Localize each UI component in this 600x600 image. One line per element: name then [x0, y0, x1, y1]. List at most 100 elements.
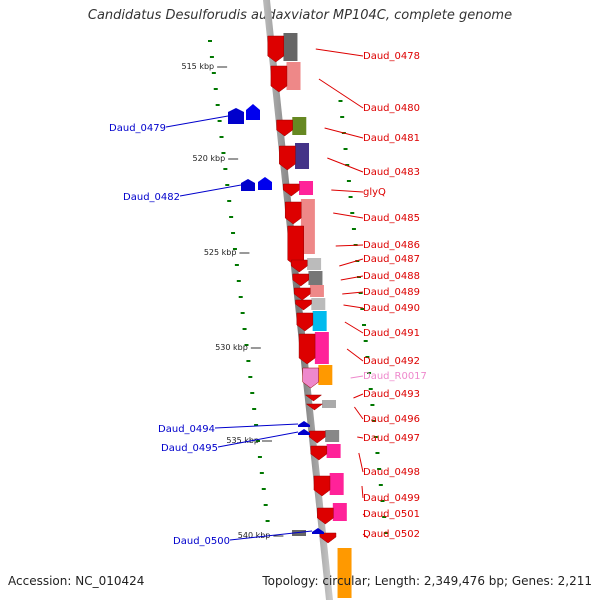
track-dot	[263, 504, 268, 506]
track-dot	[246, 360, 251, 362]
label-leader	[350, 375, 364, 379]
forward-gene-arrow	[291, 259, 308, 273]
track-dot	[231, 232, 236, 234]
forward-gene-arrow	[302, 367, 319, 389]
track-dot	[378, 484, 383, 486]
label-leader	[344, 321, 364, 334]
forward-gene-arrow	[295, 299, 312, 311]
track-dot	[252, 408, 257, 410]
forward-gene-arrow	[270, 65, 288, 93]
reverse-gene-arrow	[258, 177, 272, 190]
label-leader	[354, 406, 364, 420]
label-leader	[335, 244, 364, 247]
cog-box	[337, 548, 352, 598]
track-dot	[375, 452, 380, 454]
reverse-gene-label: Daud_0495	[161, 443, 218, 454]
tick-label: 515 kbp	[182, 62, 215, 71]
track-dot	[370, 404, 375, 406]
forward-gene-label: Daud_0486	[363, 240, 420, 251]
forward-gene-label: glyQ	[363, 187, 386, 198]
label-leader	[165, 115, 229, 128]
accession-label: Accession: NC_010424	[8, 574, 145, 588]
track-dot	[238, 296, 243, 298]
label-leader	[327, 157, 364, 173]
reverse-gene-label: Daud_0479	[109, 123, 166, 134]
forward-gene-label: Daud_0490	[363, 303, 420, 314]
label-leader	[324, 127, 364, 139]
label-leader	[346, 348, 364, 362]
track-dot	[217, 120, 222, 122]
track-dot	[213, 88, 218, 90]
track-dot	[383, 532, 388, 534]
reverse-gene-arrow	[298, 421, 310, 427]
forward-gene-label: Daud_0502	[363, 529, 420, 540]
track-dot	[382, 516, 387, 518]
track-dot	[248, 376, 253, 378]
track-dot	[257, 456, 262, 458]
cog-box	[308, 271, 323, 285]
cog-box	[286, 62, 301, 90]
track-dot	[223, 168, 228, 170]
track-dot	[380, 500, 385, 502]
forward-gene-arrow	[305, 403, 324, 411]
forward-gene-arrow	[283, 183, 300, 197]
track-dot	[265, 520, 270, 522]
map-title: Candidatus Desulforudis audaxviator MP10…	[87, 8, 513, 23]
tick-label: 520 kbp	[193, 154, 226, 163]
cog-box	[300, 199, 315, 254]
forward-gene-label: Daud_0496	[363, 414, 420, 425]
label-leader	[229, 530, 313, 541]
cog-box	[326, 444, 341, 458]
track-dot	[351, 228, 356, 230]
forward-gene-label: Daud_0489	[363, 287, 420, 298]
reverse-gene-arrow	[298, 429, 310, 435]
forward-gene-label: Daud_0478	[363, 51, 420, 62]
cog-box	[292, 117, 307, 135]
track-dot	[208, 40, 212, 42]
track-dot	[360, 308, 365, 310]
tick-label: 540 kbp	[238, 531, 271, 540]
label-leader	[342, 291, 364, 295]
track-dot	[227, 200, 232, 202]
track-dot	[368, 388, 373, 390]
label-leader	[343, 304, 364, 309]
track-dot	[358, 292, 363, 294]
label-leader	[358, 452, 364, 473]
track-dot	[338, 100, 343, 102]
tick-label: 535 kbp	[226, 436, 259, 445]
track-dot	[362, 324, 367, 326]
track-dot	[240, 312, 245, 314]
label-leader	[362, 513, 366, 517]
label-leader	[217, 431, 299, 448]
reverse-gene-label: Daud_0500	[173, 536, 230, 547]
track-dot	[209, 56, 214, 58]
forward-gene-arrow	[309, 430, 326, 444]
label-leader	[339, 258, 364, 267]
cog-box	[322, 400, 336, 408]
forward-gene-arrow	[317, 507, 334, 525]
track-dot	[229, 216, 234, 218]
track-dot	[367, 372, 372, 374]
label-leader	[333, 212, 364, 219]
track-dot	[225, 184, 230, 186]
tick-label: 530 kbp	[215, 343, 248, 352]
cog-box	[292, 530, 306, 536]
reverse-gene-label: Daud_0494	[158, 424, 215, 435]
cog-box	[299, 181, 314, 195]
track-dot	[232, 248, 237, 250]
track-dot	[215, 104, 220, 106]
track-dot	[345, 164, 350, 166]
topology-label: Topology: circular; Length: 2,349,476 bp…	[262, 574, 592, 588]
track-dot	[372, 420, 377, 422]
track-dot	[261, 488, 266, 490]
forward-gene-label: Daud_0497	[363, 433, 420, 444]
forward-gene-arrow	[267, 35, 285, 63]
track-dot	[211, 72, 216, 74]
forward-gene-label: Daud_0485	[363, 213, 420, 224]
label-leader	[353, 393, 364, 399]
label-leader	[214, 423, 299, 429]
forward-gene-label: Daud_R0017	[363, 371, 427, 382]
forward-gene-arrow	[292, 273, 310, 287]
forward-gene-arrow	[310, 445, 328, 461]
forward-gene-arrow	[276, 119, 293, 137]
